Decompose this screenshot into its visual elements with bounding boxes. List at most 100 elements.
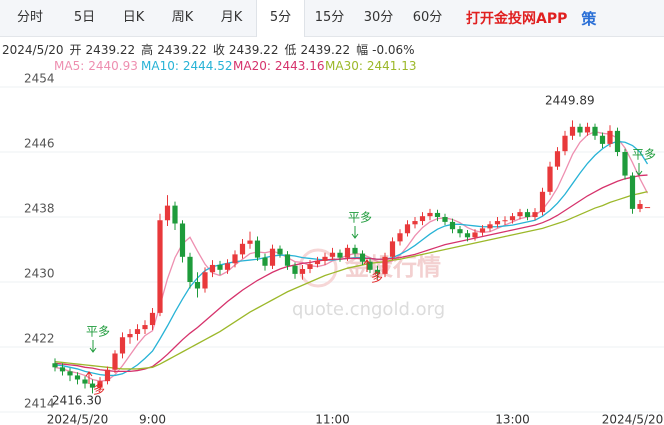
- legend-entry: MA10: 2444.52: [141, 59, 233, 73]
- legend-sep: :: [175, 59, 179, 73]
- info-item: -0.06%: [372, 43, 414, 57]
- candle-body: [464, 233, 471, 238]
- signal-arrow: [635, 163, 643, 176]
- candle-body: [479, 228, 486, 233]
- candle-body: [367, 261, 373, 270]
- candle-body: [52, 363, 58, 368]
- candle-body: [487, 224, 493, 229]
- strategy-icon[interactable]: 策: [581, 9, 597, 28]
- candle-body: [127, 334, 133, 338]
- candle-body: [299, 269, 306, 274]
- candle-body: [217, 264, 223, 270]
- tab[interactable]: 15分: [314, 10, 345, 25]
- candle-body: [532, 212, 538, 217]
- tab[interactable]: 60分: [412, 10, 443, 25]
- candle-body: [644, 207, 651, 209]
- annotation: 2449.89: [545, 94, 595, 108]
- candle-body: [262, 257, 268, 266]
- watermark: quote.cngold.org: [292, 299, 445, 320]
- candle-body: [187, 256, 193, 282]
- y-tick-label: 2438: [24, 202, 55, 216]
- signal-arrow: [351, 226, 359, 239]
- candle-body: [202, 272, 208, 289]
- candle-body: [502, 220, 508, 222]
- candle-body: [374, 269, 381, 274]
- annotation: 平多: [86, 325, 110, 339]
- x-tick-label: 11:00: [315, 413, 350, 425]
- x-tick-label: 13:00: [495, 413, 530, 425]
- app-link[interactable]: 打开金投网APP: [466, 11, 568, 27]
- y-tick-label: 2430: [24, 267, 55, 281]
- tab[interactable]: 月K: [220, 10, 243, 25]
- candle-body: [194, 282, 201, 289]
- info-item: 2024/5/20: [2, 43, 64, 57]
- candle-body: [539, 191, 546, 213]
- candle-body: [284, 254, 291, 266]
- candle-body: [254, 240, 261, 258]
- annotation: 多: [93, 383, 105, 397]
- info-item: 低: [284, 43, 296, 57]
- y-tick-label: 2422: [24, 332, 55, 346]
- legend-value: 2443.16: [275, 59, 325, 73]
- candle-body: [592, 126, 598, 136]
- candle-body: [472, 232, 478, 238]
- candle-body: [547, 166, 553, 192]
- info-item: 2439.22: [157, 43, 207, 57]
- candle-body: [629, 175, 636, 209]
- tab[interactable]: 分时: [16, 10, 43, 25]
- legend-value: 2440.93: [88, 59, 138, 73]
- legend-sep: :: [267, 59, 271, 73]
- candle-body: [247, 240, 253, 244]
- candle-body: [224, 263, 231, 270]
- tab[interactable]: 日K: [122, 10, 145, 25]
- candle-body: [637, 204, 643, 209]
- tab[interactable]: 5分: [256, 0, 305, 37]
- candle-body: [172, 205, 178, 224]
- candle-body: [97, 381, 103, 388]
- legend-name: MA10: [141, 59, 175, 73]
- x-tick-label: 2024/5/20: [47, 413, 109, 425]
- ma-line: [54, 131, 649, 382]
- legend-entry: MA30: 2441.13: [325, 59, 417, 73]
- y-tick-label: 2414: [24, 397, 55, 411]
- candle-body: [389, 241, 396, 257]
- tab[interactable]: 30分: [363, 10, 394, 25]
- tab[interactable]: 周K: [171, 10, 194, 25]
- candle-body: [622, 152, 628, 176]
- candle-body: [517, 212, 523, 217]
- info-item: 幅: [356, 42, 368, 57]
- info-item: 2439.22: [300, 43, 350, 57]
- candle-body: [562, 135, 568, 152]
- watermark-logo: [298, 248, 338, 288]
- candle-body: [179, 223, 186, 257]
- annotation: 平多: [632, 148, 656, 162]
- candle-body: [239, 243, 246, 255]
- legend-entry: MA20: 2443.16: [233, 59, 325, 73]
- candle-body: [599, 135, 606, 144]
- candle-body: [442, 217, 448, 222]
- legend-value: 2444.52: [183, 59, 233, 73]
- candle-body: [322, 256, 328, 261]
- candle-body: [457, 229, 463, 234]
- tab-bar: 分时 5日 日K 周K 月K 5分 15分 30分 60分 打开金投网APP 策: [0, 0, 664, 37]
- chart: 2024/5/20 开 2439.22 高 2439.22 收 2439.22 低 2439.2…: [0, 42, 664, 425]
- candle-body: [337, 252, 343, 258]
- candle-body: [277, 248, 283, 255]
- candle-body: [359, 253, 366, 262]
- annotation: 多: [371, 271, 383, 285]
- candle-body: [329, 252, 336, 257]
- candle-body: [119, 337, 126, 354]
- candle-body: [382, 256, 388, 274]
- info-item: 开: [70, 43, 82, 57]
- info-item: 2439.22: [229, 43, 279, 57]
- y-tick-label: 2454: [24, 72, 55, 86]
- tab[interactable]: 5日: [73, 10, 96, 25]
- ma-line: [54, 190, 648, 370]
- info-item: 2439.22: [86, 43, 136, 57]
- candle-body: [614, 130, 621, 152]
- info-item: 收: [213, 43, 225, 57]
- annotation: 2416.30: [52, 394, 102, 408]
- candle-body: [524, 212, 531, 217]
- candle-body: [112, 353, 118, 370]
- candle-body: [419, 216, 426, 222]
